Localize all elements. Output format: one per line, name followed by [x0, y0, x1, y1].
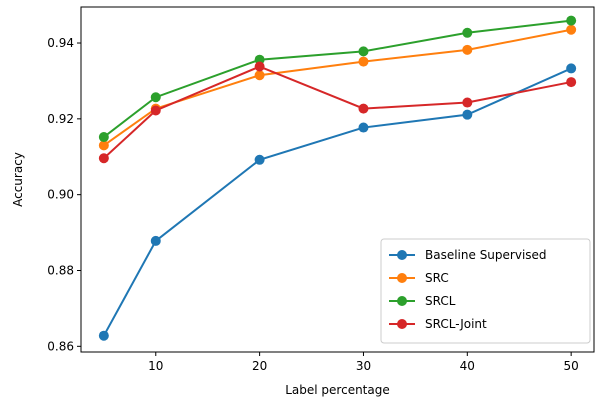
data-point [98, 140, 109, 151]
x-tick-label: 40 [460, 359, 475, 373]
data-point [566, 77, 577, 88]
series-srcl [98, 15, 577, 143]
y-tick-label: 0.90 [47, 188, 74, 202]
series-line [103, 19, 572, 138]
axes-frame [80, 6, 595, 353]
legend: Baseline Supervised SRC SRCL SRCL-Joint [380, 238, 591, 344]
y-tick-label: 0.92 [47, 112, 74, 126]
data-point [566, 24, 577, 35]
legend-swatch-marker [397, 296, 407, 306]
data-point [98, 132, 109, 143]
y-tick-label: 0.86 [47, 339, 74, 353]
x-tick-label: 20 [252, 359, 267, 373]
legend-item: SRC [389, 271, 449, 285]
data-point [98, 330, 109, 341]
legend-swatch-marker [397, 273, 407, 283]
x-axis-title: Label percentage [285, 383, 390, 397]
data-point [254, 154, 265, 165]
series-line [103, 65, 572, 160]
legend-label: Baseline Supervised [425, 248, 547, 262]
y-axis-title: Accuracy [11, 152, 25, 207]
data-point [566, 63, 577, 74]
legend-swatch-marker [397, 319, 407, 329]
legend-label: SRCL-Joint [425, 317, 487, 331]
data-point [150, 105, 161, 116]
data-point [358, 122, 369, 133]
data-point [98, 153, 109, 164]
data-point [358, 46, 369, 57]
data-point [566, 15, 577, 26]
data-point [462, 44, 473, 55]
data-point [358, 103, 369, 114]
legend-swatch-marker [397, 250, 407, 260]
y-tick-label: 0.88 [47, 263, 74, 277]
y-tick-label: 0.94 [47, 36, 74, 50]
data-point [358, 56, 369, 67]
series-srcl-joint [98, 61, 577, 164]
data-point [254, 70, 265, 81]
data-point [150, 235, 161, 246]
data-point [462, 97, 473, 108]
y-axis: 0.86 0.88 0.90 0.92 0.94 [47, 36, 81, 353]
plot-area [98, 15, 577, 341]
series-line [103, 28, 572, 147]
series-line [102, 67, 572, 337]
legend-box [380, 238, 591, 344]
legend-label: SRC [425, 271, 449, 285]
data-point [462, 27, 473, 38]
x-tick-label: 10 [148, 359, 163, 373]
legend-item: SRCL-Joint [389, 317, 487, 331]
legend-item: SRCL [389, 294, 456, 308]
data-point [150, 92, 161, 103]
legend-label: SRCL [425, 294, 456, 308]
legend-item: Baseline Supervised [389, 248, 547, 262]
data-point [254, 61, 265, 72]
x-tick-label: 30 [356, 359, 371, 373]
x-tick-label: 50 [564, 359, 579, 373]
data-point [462, 109, 473, 120]
x-axis: 10 20 30 40 50 [148, 352, 579, 373]
series-baseline-supervised [98, 63, 577, 341]
series-src [98, 24, 577, 151]
